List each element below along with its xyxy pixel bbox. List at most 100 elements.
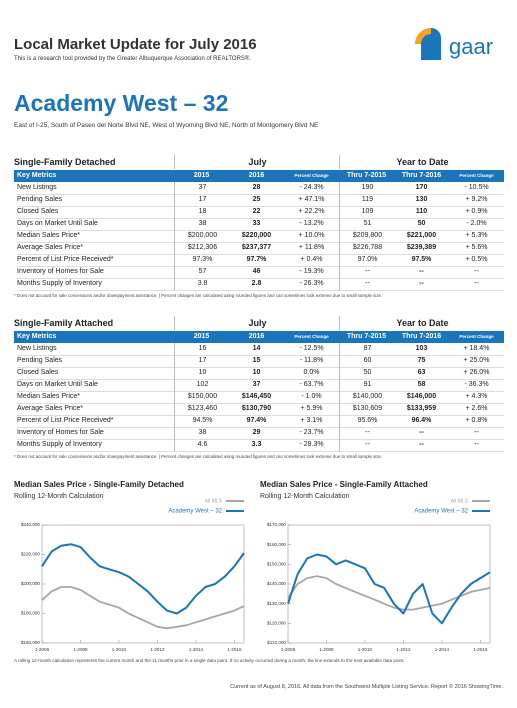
table-cell: 16 <box>174 343 230 356</box>
table-cell: 97.5% <box>394 254 449 267</box>
header-band <box>14 170 504 182</box>
x-tick-label: 1-2012 <box>150 647 165 652</box>
period-header: July <box>174 316 340 330</box>
table-footnote: * Does not account for sale concessions … <box>14 454 383 459</box>
table-cell: 95.6% <box>339 415 395 428</box>
table-cell: $200,000 <box>174 230 230 243</box>
table-cell: $220,000 <box>229 230 284 243</box>
table-cell: + 5.3% <box>449 230 504 243</box>
table-cell: $150,000 <box>174 391 230 404</box>
table-cell: Closed Sales <box>17 206 174 219</box>
table-cell: 109 <box>339 206 395 219</box>
period-header: Year to Date <box>339 316 505 330</box>
table-cell: + 5.9% <box>284 403 339 416</box>
legend-label: Academy West – 32 <box>168 509 222 515</box>
table-title: Single-Family Detached <box>14 157 116 167</box>
y-tick-label: $240,000 <box>21 522 41 527</box>
series-line <box>41 586 245 630</box>
table-cell: $146,000 <box>394 391 449 404</box>
table-cell: 37 <box>229 379 284 392</box>
table-cell: -- <box>449 278 504 291</box>
table-cell: + 22.2% <box>284 206 339 219</box>
table-cell: -- <box>449 427 504 440</box>
table-cell: 22 <box>229 206 284 219</box>
y-tick-label: $130,000 <box>267 601 287 606</box>
chart: Median Sales Price - Single-Family Attac… <box>260 480 491 652</box>
x-tick-label: 1-2016 <box>227 647 242 652</box>
table-cell: - 11.8% <box>284 355 339 368</box>
table-cell: 33 <box>229 218 284 231</box>
y-tick-label: $110,000 <box>267 640 286 645</box>
table-cell: Months Supply of Inventory <box>17 439 174 452</box>
table-cell: 51 <box>339 218 395 231</box>
column-header: Percent Change <box>459 173 494 178</box>
table-cell: 0.0% <box>284 367 339 380</box>
table-cell: + 2.6% <box>449 403 504 416</box>
table-cell: -- <box>394 266 449 279</box>
table-cell: -- <box>339 427 395 440</box>
table-cell: 10 <box>229 367 284 380</box>
table-cell: 38 <box>174 218 230 231</box>
table-cell: $130,609 <box>339 403 395 416</box>
column-header: Percent Change <box>294 173 329 178</box>
table-cell: 4.6 <box>174 439 230 452</box>
table-cell: + 26.0% <box>449 367 504 380</box>
table-cell: + 0.8% <box>449 415 504 428</box>
column-header: Percent Change <box>294 334 329 339</box>
table-cell: -- <box>394 427 449 440</box>
table-cell: 17 <box>174 355 230 368</box>
series-line <box>287 553 491 625</box>
table-cell: 103 <box>394 343 449 356</box>
table-cell: + 3.1% <box>284 415 339 428</box>
table-cell: $221,000 <box>394 230 449 243</box>
table-cell: + 5.6% <box>449 242 504 255</box>
table-cell: Median Sales Price* <box>17 230 174 243</box>
table-cell: 50 <box>394 218 449 231</box>
table-cell: $123,460 <box>174 403 230 416</box>
table-cell: 102 <box>174 379 230 392</box>
column-header: 2016 <box>248 333 265 340</box>
legend-label: All MLS <box>451 498 469 504</box>
table-cell: - 12.5% <box>284 343 339 356</box>
table-cell: -- <box>394 439 449 452</box>
y-tick-label: $120,000 <box>267 621 287 626</box>
header-band <box>14 331 504 343</box>
y-tick-label: $160,000 <box>267 542 287 547</box>
table-cell: $239,389 <box>394 242 449 255</box>
table-cell: 3.8 <box>174 278 230 291</box>
table-cell: Days on Market Until Sale <box>17 218 174 231</box>
chart-title: Median Sales Price - Single-Family Detac… <box>14 480 184 489</box>
table-cell: 96.4% <box>394 415 449 428</box>
table-cell: 29 <box>229 427 284 440</box>
table-cell: 94.5% <box>174 415 230 428</box>
table-cell: 119 <box>339 194 395 207</box>
table-cell: - 19.3% <box>284 266 339 279</box>
logo-text: gaar <box>449 34 493 59</box>
series-line <box>287 575 491 611</box>
table-cell: 15 <box>229 355 284 368</box>
period-header: Year to Date <box>339 155 505 169</box>
table-cell: + 25.0% <box>449 355 504 368</box>
table-cell: 14 <box>229 343 284 356</box>
table-cell: Inventory of Homes for Sale <box>17 266 174 279</box>
table-cell: 18 <box>174 206 230 219</box>
column-header: Thru 7-2016 <box>401 172 442 179</box>
table-cell: - 1.0% <box>284 391 339 404</box>
footer: Current as of August 8, 2016. All data f… <box>230 684 503 690</box>
y-tick-label: $220,000 <box>21 552 41 557</box>
table-cell: + 0.5% <box>449 254 504 267</box>
y-tick-label: $160,000 <box>21 640 41 645</box>
period-header: July <box>174 155 340 169</box>
table-cell: Days on Market Until Sale <box>17 379 174 392</box>
table-cell: + 47.1% <box>284 194 339 207</box>
table-cell: 97.3% <box>174 254 230 267</box>
table-cell: 190 <box>339 182 395 195</box>
table-cell: -- <box>449 439 504 452</box>
table-title: Single-Family Attached <box>14 318 114 328</box>
table-cell: $130,790 <box>229 403 284 416</box>
table-cell: - 28.3% <box>284 439 339 452</box>
logo: gaar <box>415 28 493 60</box>
table-cell: 10 <box>174 367 230 380</box>
table-cell: - 63.7% <box>284 379 339 392</box>
